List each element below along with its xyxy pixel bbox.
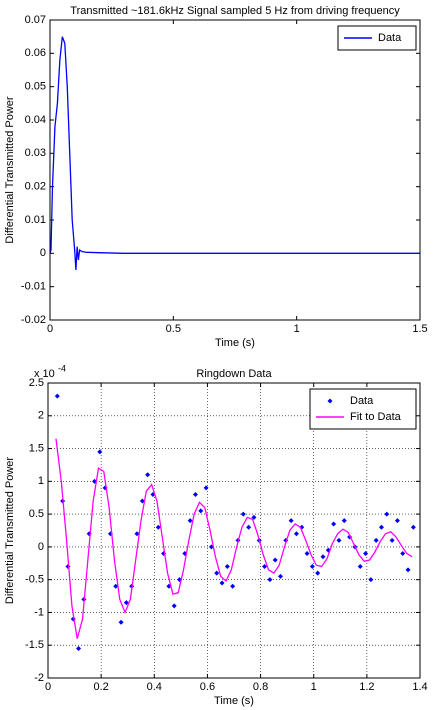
- data-point: [304, 550, 310, 556]
- x-tick-label: 1: [294, 323, 300, 335]
- data-point: [214, 570, 220, 576]
- y-tick-label: 0.04: [25, 114, 46, 126]
- data-point: [224, 564, 230, 570]
- data-point: [97, 449, 103, 455]
- y-tick-label: 0.07: [25, 14, 46, 26]
- data-point: [363, 550, 369, 556]
- data-point: [171, 603, 177, 609]
- data-point: [293, 531, 299, 537]
- y-tick-label: 2: [38, 410, 44, 422]
- data-point: [230, 583, 236, 589]
- data-point: [155, 524, 161, 530]
- x-tick-label: 1.4: [412, 681, 427, 693]
- data-point: [410, 524, 416, 530]
- data-point: [240, 511, 246, 517]
- legend-marker: [327, 398, 333, 404]
- data-point: [405, 567, 411, 573]
- data-point: [198, 508, 204, 514]
- y-tick-label: 2.5: [29, 377, 44, 389]
- data-point: [357, 564, 363, 570]
- data-point: [113, 583, 119, 589]
- chart-title: Ringdown Data: [196, 368, 272, 380]
- legend-box: [309, 388, 417, 430]
- y-tick-label: 0.05: [25, 81, 46, 93]
- data-point: [219, 580, 225, 586]
- data-point: [123, 600, 129, 606]
- y-tick-label: 1: [38, 475, 44, 487]
- chart-title: Transmitted ~181.6kHz Signal sampled 5 H…: [70, 5, 400, 17]
- x-axis-label: Time (s): [215, 337, 255, 349]
- data-point: [251, 514, 257, 520]
- data-line: [55, 438, 413, 639]
- data-point: [336, 537, 342, 543]
- y-tick-label: 0.01: [25, 214, 46, 226]
- data-point: [118, 619, 124, 625]
- data-point: [320, 554, 326, 560]
- data-line: [49, 36, 420, 271]
- y-tick-label: -1.5: [25, 639, 44, 651]
- data-point: [54, 393, 60, 399]
- y-tick-label: 0.5: [29, 508, 44, 520]
- axes-frame: [49, 19, 421, 321]
- data-point: [246, 524, 252, 530]
- y-tick-label: 0.02: [25, 181, 46, 193]
- data-point: [134, 531, 140, 537]
- data-point: [272, 557, 278, 563]
- plot-area: [48, 383, 420, 678]
- x-tick-label: 0.5: [166, 323, 181, 335]
- x-tick-label: 0: [45, 681, 51, 693]
- data-point: [400, 550, 406, 556]
- data-point: [384, 511, 390, 517]
- data-point: [389, 537, 395, 543]
- y-axis-label: Differential Transmitted Power: [4, 457, 16, 604]
- data-point: [341, 518, 347, 524]
- data-point: [394, 518, 400, 524]
- x-tick-label: 0.8: [253, 681, 268, 693]
- data-point: [373, 537, 379, 543]
- data-point: [187, 518, 193, 524]
- data-point: [76, 646, 82, 651]
- legend-label: Data: [350, 395, 374, 407]
- y-tick-label: 0.06: [25, 47, 46, 59]
- x-tick-label: 1.5: [412, 323, 427, 335]
- y-tick-label: -2: [34, 672, 44, 684]
- data-point: [192, 491, 198, 497]
- axes-frame: [47, 382, 421, 679]
- data-point: [203, 485, 209, 491]
- data-point: [145, 472, 151, 478]
- y-tick-label: -0.02: [21, 314, 46, 326]
- x-tick-label: 0: [47, 323, 53, 335]
- legend-label: Fit to Data: [350, 411, 402, 423]
- y-tick-label: -0.01: [21, 281, 46, 293]
- x-tick-label: 0.2: [93, 681, 108, 693]
- data-point: [139, 498, 145, 504]
- y-scale-exponent: -4: [58, 363, 66, 373]
- x-tick-label: 0.6: [200, 681, 215, 693]
- plot-area: [50, 20, 420, 320]
- x-tick-label: 1: [311, 681, 317, 693]
- legend-label: Data: [378, 32, 402, 44]
- y-tick-label: 0: [40, 247, 46, 259]
- data-point: [378, 524, 384, 530]
- y-tick-label: 0: [38, 541, 44, 553]
- y-scale-base: x 10: [34, 368, 55, 380]
- data-point: [262, 564, 268, 570]
- y-axis-label: Differential Transmitted Power: [4, 96, 16, 243]
- data-point: [278, 573, 283, 579]
- y-tick-label: 0.03: [25, 147, 46, 159]
- y-tick-label: 1.5: [29, 442, 44, 454]
- data-point: [288, 518, 294, 524]
- x-tick-label: 1.2: [359, 681, 374, 693]
- data-point: [315, 570, 321, 576]
- x-tick-label: 0.4: [147, 681, 162, 693]
- data-point: [267, 577, 273, 583]
- data-point: [368, 577, 374, 583]
- y-tick-label: -1: [34, 606, 44, 618]
- y-tick-label: -0.5: [25, 574, 44, 586]
- data-point: [331, 521, 337, 527]
- x-axis-label: Time (s): [214, 695, 254, 707]
- data-point: [309, 564, 315, 570]
